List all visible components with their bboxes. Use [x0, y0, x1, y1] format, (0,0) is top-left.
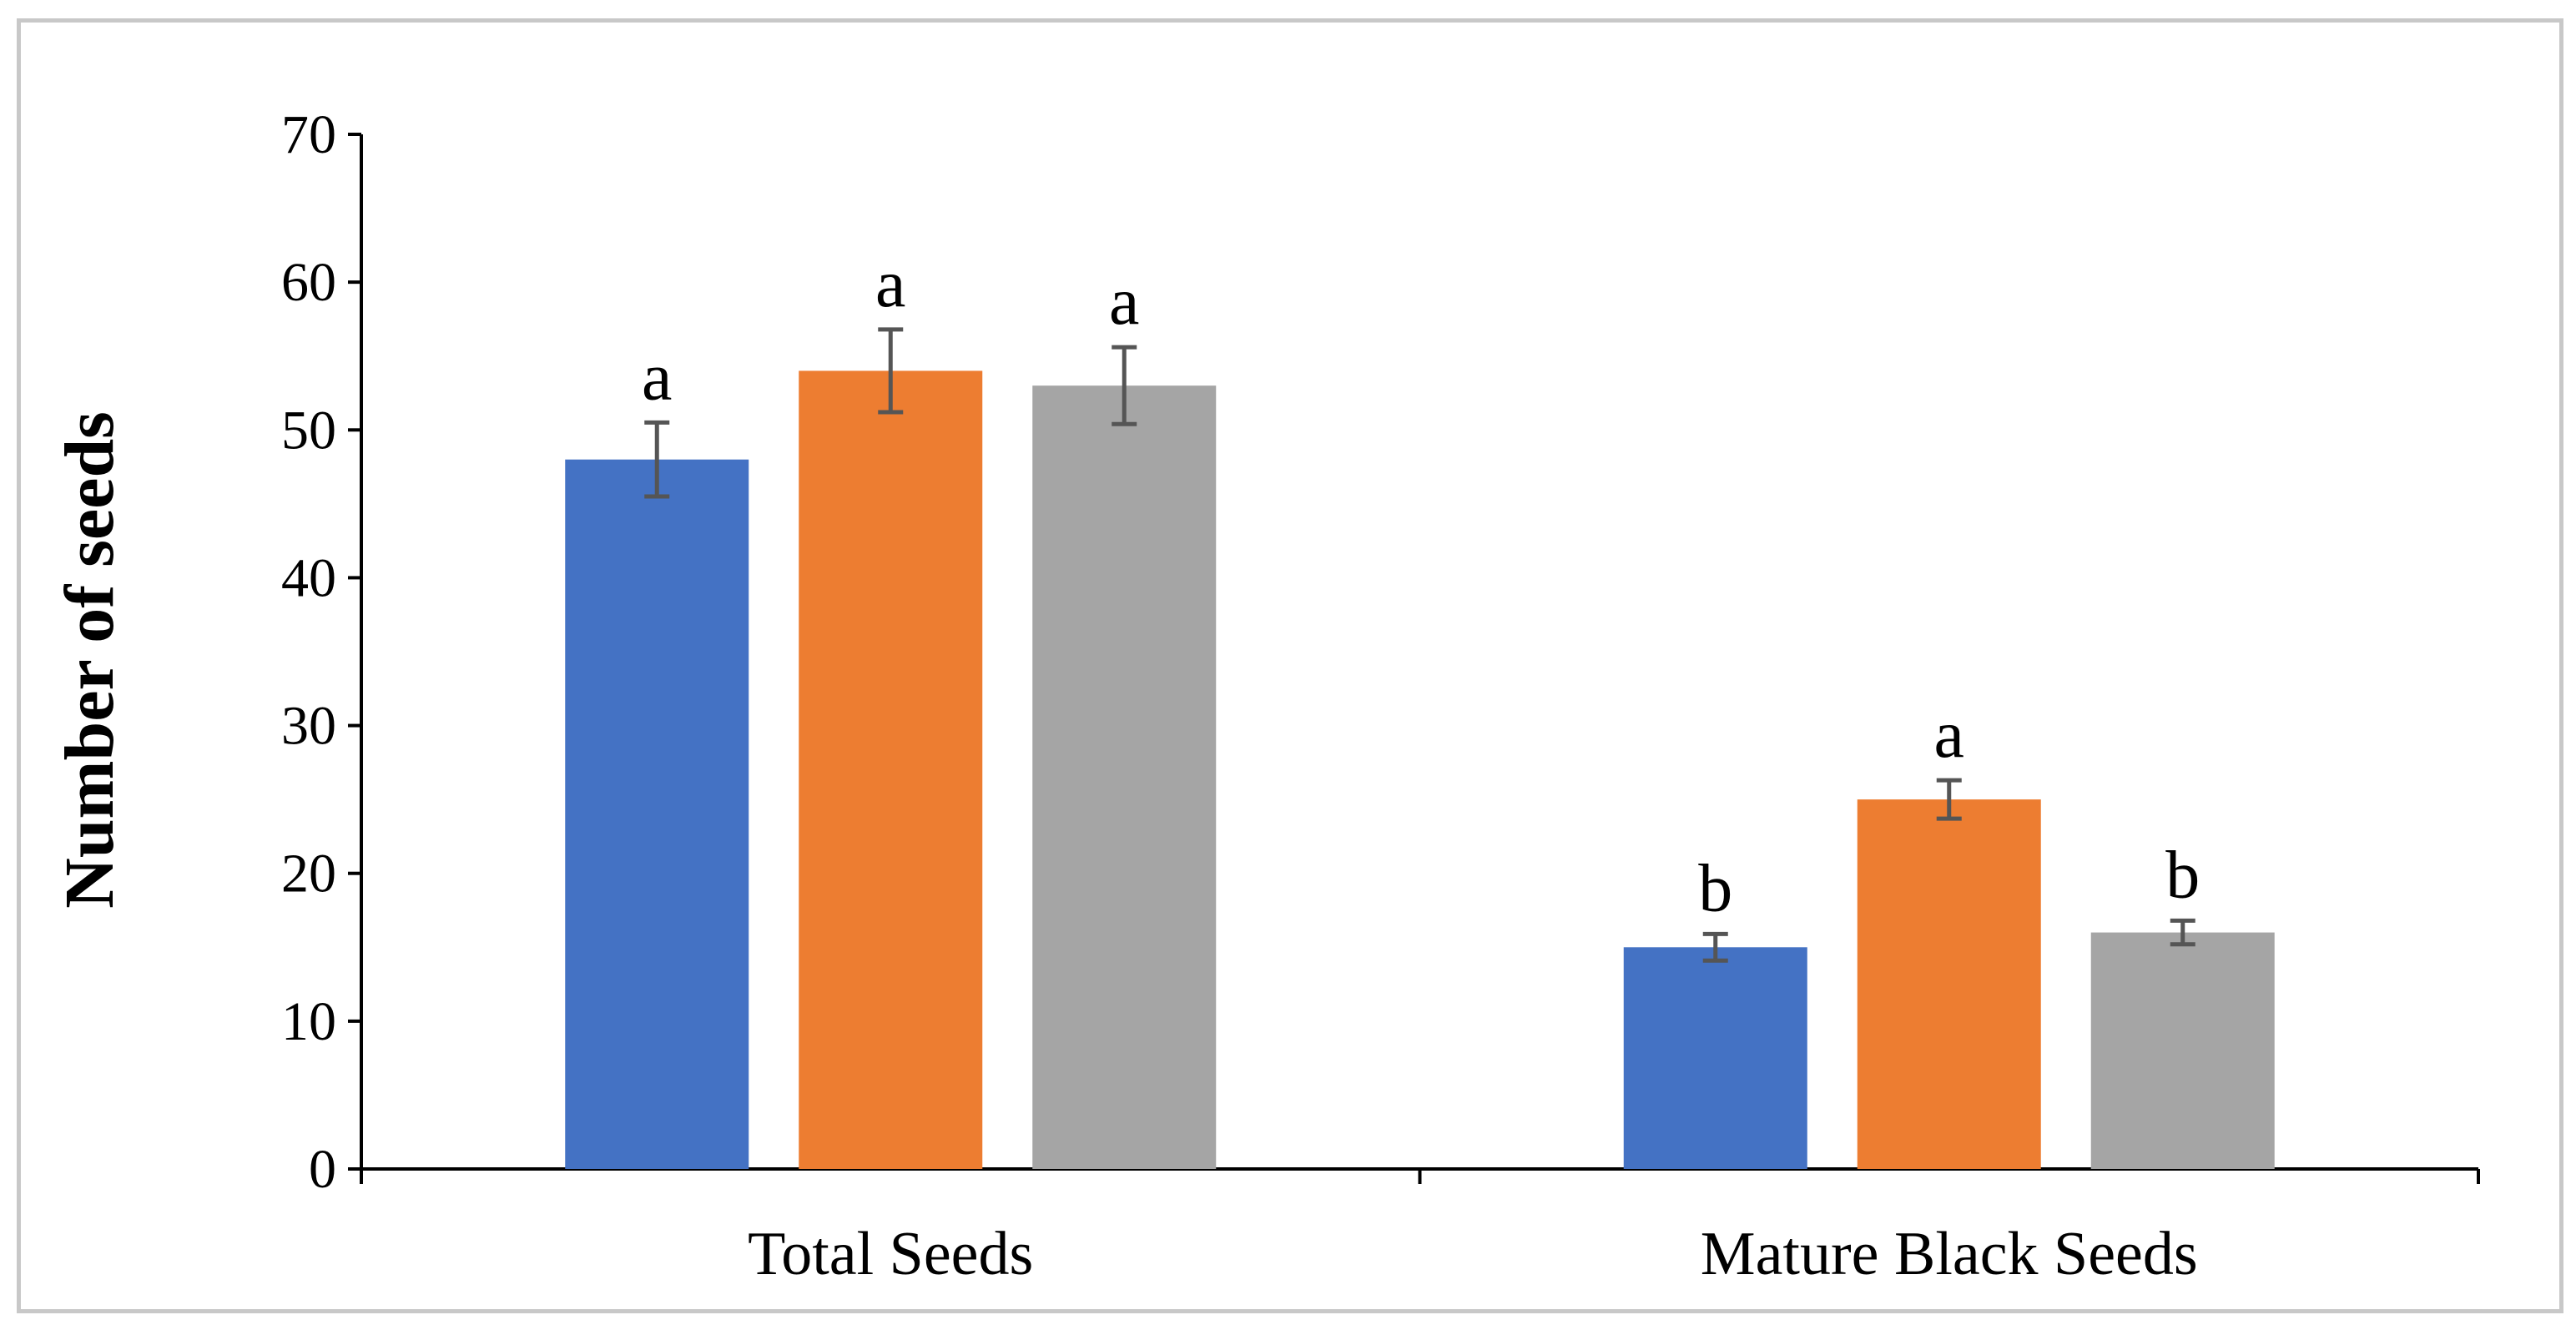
labels: a a a Total Seeds b a b Mature Black Seeds — [642, 245, 2200, 1288]
bar — [799, 370, 983, 1169]
bars — [565, 327, 2275, 1170]
y-tick-label: 50 — [281, 400, 336, 461]
x-category-label: Mature Black Seeds — [1701, 1220, 2198, 1288]
significance-label: a — [1934, 696, 1964, 772]
y-axis-title: Number of seeds — [51, 411, 129, 909]
y-tick-label: 70 — [281, 104, 336, 165]
y-tick-label: 10 — [281, 991, 336, 1052]
y-tick-label: 20 — [281, 844, 336, 904]
significance-label: b — [2165, 836, 2200, 912]
significance-label: b — [1698, 849, 1732, 925]
significance-label: a — [875, 245, 905, 321]
x-category-label: Total Seeds — [748, 1220, 1033, 1288]
y-tick-label: 0 — [309, 1139, 336, 1200]
significance-label: a — [1109, 263, 1139, 339]
bar — [1032, 385, 1217, 1170]
significance-label: a — [642, 338, 672, 414]
bar — [565, 459, 749, 1169]
bar — [1857, 799, 2041, 1169]
y-tick-label: 40 — [281, 547, 336, 608]
chart-frame: 0 10 20 30 40 50 60 70 a a a Total Seeds b a b Mature … — [17, 18, 2563, 1313]
bar — [1623, 947, 1807, 1169]
y-tick-label: 30 — [281, 696, 336, 757]
bar-chart: 0 10 20 30 40 50 60 70 a a a Total Seeds b a b Mature … — [51, 104, 2480, 1288]
axes: 0 10 20 30 40 50 60 70 — [281, 104, 2480, 1200]
y-tick-label: 60 — [281, 252, 336, 313]
bar — [2090, 932, 2275, 1169]
